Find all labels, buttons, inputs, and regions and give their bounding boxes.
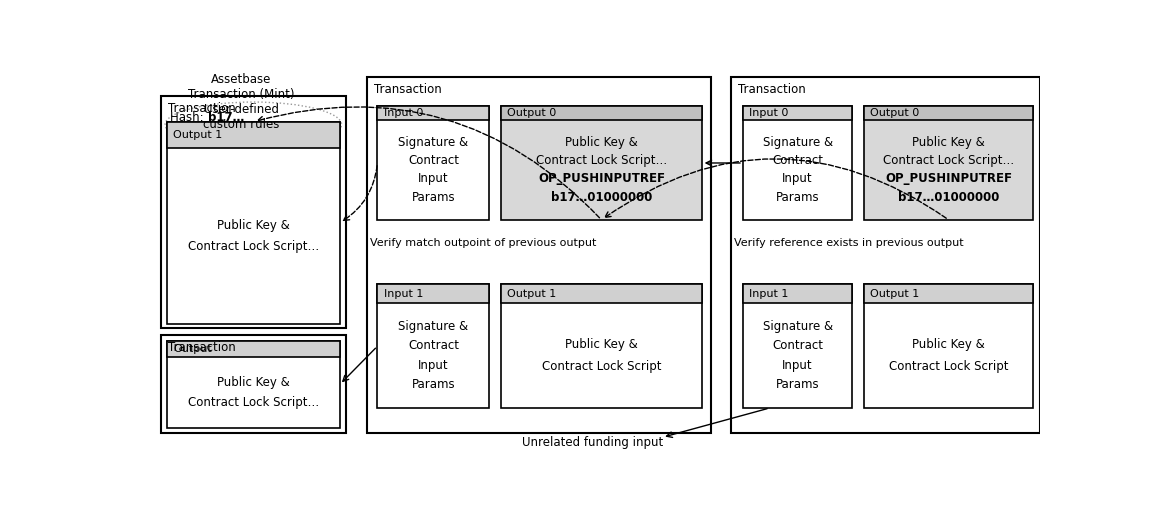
Text: Input 0: Input 0 [384, 108, 423, 118]
Text: Input: Input [783, 173, 813, 185]
Text: Transaction: Transaction [739, 83, 806, 96]
Bar [377, 285, 489, 303]
Text: Transaction: Transaction [168, 102, 236, 116]
Text: Contract: Contract [772, 340, 823, 352]
Text: Contract Lock Script…: Contract Lock Script… [187, 396, 319, 409]
Text: Output 1: Output 1 [870, 289, 919, 299]
Text: Public Key &: Public Key & [565, 136, 638, 149]
Text: Contract Lock Script…: Contract Lock Script… [883, 154, 1014, 167]
Text: Params: Params [412, 190, 455, 204]
Bar [377, 106, 489, 120]
Bar [161, 96, 346, 328]
Text: Signature &: Signature & [763, 136, 832, 149]
Bar [864, 106, 1033, 220]
Bar [377, 285, 489, 408]
Bar [501, 106, 702, 220]
Text: Public Key &: Public Key & [217, 218, 290, 232]
Text: Signature &: Signature & [399, 320, 468, 333]
Text: Input 1: Input 1 [749, 289, 788, 299]
Text: b17…01000000: b17…01000000 [898, 190, 999, 204]
Text: Params: Params [776, 378, 820, 390]
Text: Transaction: Transaction [168, 342, 236, 354]
Text: Assetbase
Transaction (Mint)
User-defined
custom rules: Assetbase Transaction (Mint) User-define… [188, 73, 295, 131]
Bar [501, 106, 702, 120]
Bar [501, 285, 702, 303]
Text: Output 0: Output 0 [870, 108, 919, 118]
Bar [166, 342, 340, 357]
Bar [743, 106, 852, 120]
Text: OP_PUSHINPUTREF: OP_PUSHINPUTREF [885, 173, 1012, 185]
Text: Contract Lock Script…: Contract Lock Script… [187, 240, 319, 253]
Bar [864, 106, 1033, 120]
Bar [743, 106, 852, 220]
Bar [864, 285, 1033, 303]
Text: Input 0: Input 0 [749, 108, 788, 118]
Bar [166, 122, 340, 324]
Text: Signature &: Signature & [763, 320, 832, 333]
Bar [366, 77, 711, 434]
Text: Public Key &: Public Key & [912, 338, 985, 351]
Bar [377, 106, 489, 220]
Bar [166, 122, 340, 148]
Text: Public Key &: Public Key & [912, 136, 985, 149]
Text: Params: Params [776, 190, 820, 204]
Text: Output: Output [173, 344, 212, 354]
Bar [864, 285, 1033, 408]
Text: Transaction: Transaction [373, 83, 442, 96]
Text: Public Key &: Public Key & [565, 338, 638, 351]
Text: Contract Lock Script…: Contract Lock Script… [535, 154, 667, 167]
Bar [501, 285, 702, 408]
Text: Output 1: Output 1 [507, 289, 556, 299]
Text: Hash:: Hash: [170, 111, 207, 124]
Text: Contract: Contract [408, 154, 459, 167]
Text: Input: Input [783, 358, 813, 372]
Text: Verify reference exists in previous output: Verify reference exists in previous outp… [734, 238, 964, 248]
Bar [743, 285, 852, 303]
Text: Output 0: Output 0 [507, 108, 556, 118]
Text: Contract: Contract [408, 340, 459, 352]
Text: b17…: b17… [208, 111, 244, 124]
Text: Unrelated funding input: Unrelated funding input [521, 436, 664, 449]
Text: Input: Input [418, 173, 449, 185]
Bar [743, 285, 852, 408]
Text: OP_PUSHINPUTREF: OP_PUSHINPUTREF [538, 173, 665, 185]
Text: b17…01000000: b17…01000000 [550, 190, 652, 204]
Text: Public Key &: Public Key & [217, 376, 290, 388]
Text: Contract Lock Script: Contract Lock Script [542, 360, 661, 373]
Text: Contract: Contract [772, 154, 823, 167]
Bar [161, 335, 346, 434]
Text: Input: Input [418, 358, 449, 372]
Text: Verify match outpoint of previous output: Verify match outpoint of previous output [370, 238, 596, 248]
Text: Signature &: Signature & [399, 136, 468, 149]
Text: Input 1: Input 1 [384, 289, 423, 299]
Text: Contract Lock Script: Contract Lock Script [889, 360, 1008, 373]
Text: Output 1: Output 1 [173, 130, 222, 140]
Text: Params: Params [412, 378, 455, 390]
Bar [732, 77, 1040, 434]
Bar [166, 342, 340, 428]
